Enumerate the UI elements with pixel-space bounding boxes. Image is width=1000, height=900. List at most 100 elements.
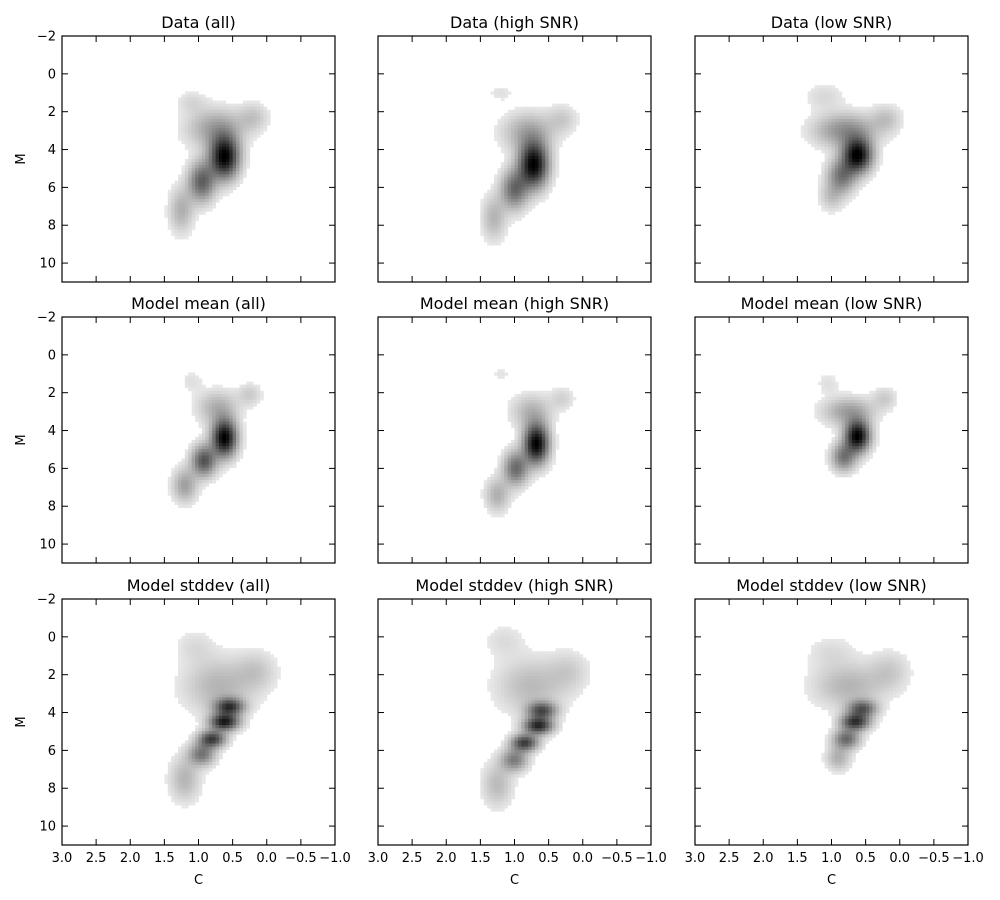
heat-cell [256, 119, 261, 123]
heat-cell [174, 501, 179, 505]
heat-cell [497, 473, 502, 478]
heat-cell [524, 152, 529, 157]
heat-cell [507, 143, 512, 148]
heat-cell [811, 94, 815, 98]
heat-cell [528, 125, 532, 129]
heat-cell [225, 464, 230, 469]
heat-cell [845, 433, 849, 438]
heat-cell [838, 418, 843, 422]
heat-cell [521, 174, 526, 178]
heat-cell [500, 202, 505, 206]
heat-cell [232, 140, 237, 145]
heat-cell [828, 149, 832, 154]
heat-cell [188, 109, 193, 114]
heat-cell [541, 415, 546, 419]
heat-cell [882, 106, 887, 111]
heat-cell [191, 694, 196, 698]
heat-cell [229, 458, 234, 462]
heat-cell [184, 663, 189, 668]
heat-cell [865, 452, 870, 456]
heat-cell [548, 149, 553, 154]
heat-cell [845, 174, 849, 178]
heat-cell [174, 195, 179, 200]
heat-cell [845, 436, 849, 441]
heat-cell [174, 226, 179, 231]
y-tick-label: 0 [48, 67, 56, 82]
heat-cell [232, 183, 237, 188]
heat-cell [188, 492, 193, 496]
heat-cell [222, 722, 227, 726]
heat-cell [534, 421, 539, 426]
heat-cell [862, 430, 867, 435]
heat-cell [851, 149, 856, 154]
heat-cell [178, 498, 182, 502]
heatmap-cells [164, 91, 271, 240]
heat-cell [229, 666, 234, 671]
heat-cell [242, 155, 247, 160]
heat-cell [517, 473, 522, 478]
heat-cell [528, 427, 532, 432]
heat-cell [178, 801, 182, 806]
heat-cell [838, 177, 843, 181]
heat-cell [831, 137, 836, 141]
heat-cell [841, 412, 846, 416]
heat-cell [886, 109, 890, 114]
heat-cell [500, 464, 505, 469]
heat-cell [215, 427, 220, 432]
heat-cell [201, 632, 206, 637]
heat-cell [222, 186, 227, 191]
heat-cell [222, 100, 227, 105]
heat-cell [229, 651, 234, 655]
heat-cell [524, 198, 529, 203]
heat-cell [872, 122, 877, 126]
heat-cell [181, 192, 186, 197]
heat-cell [504, 455, 509, 459]
heat-cell [841, 183, 846, 188]
heat-cell [899, 112, 904, 117]
heat-cell [259, 112, 264, 117]
heat-cell [548, 162, 553, 166]
heat-cell [521, 180, 526, 185]
heat-cell [208, 642, 213, 646]
heat-cell [538, 415, 543, 419]
heat-cell [494, 492, 498, 496]
heat-cell [507, 131, 512, 135]
heat-cell [862, 125, 867, 129]
heat-cell [174, 220, 179, 224]
heat-cell [487, 486, 492, 490]
heat-cell [514, 189, 519, 194]
heat-cell [534, 412, 539, 416]
heat-cell [834, 406, 839, 410]
heat-cell [215, 455, 220, 459]
heat-cell [184, 381, 189, 386]
heat-cell [821, 119, 826, 123]
heat-cell [198, 755, 203, 760]
heat-cell [215, 688, 220, 692]
heat-cell [879, 146, 884, 151]
heat-cell [855, 131, 860, 135]
heat-cell [834, 177, 839, 181]
heat-cell [555, 149, 560, 154]
heat-cell [865, 119, 870, 123]
heat-cell [528, 106, 532, 111]
heat-cell [212, 455, 216, 459]
heat-cell [490, 238, 495, 243]
heat-cell [239, 134, 244, 138]
heat-cell [848, 146, 853, 151]
heat-cell [181, 786, 186, 791]
heat-cell [807, 122, 812, 126]
heat-cell [188, 223, 193, 228]
heat-cell [188, 152, 193, 157]
heat-cell [184, 758, 189, 763]
heat-cell [246, 159, 251, 163]
heat-cell [824, 409, 829, 413]
heat-cell [178, 100, 182, 105]
heat-cell [208, 177, 213, 181]
heat-cell [191, 458, 196, 462]
heat-cell [184, 140, 189, 145]
heat-cell [855, 461, 860, 465]
heat-cell [215, 470, 220, 475]
heat-cell [195, 645, 199, 649]
heat-cell [487, 504, 492, 509]
heat-cell [494, 189, 498, 194]
